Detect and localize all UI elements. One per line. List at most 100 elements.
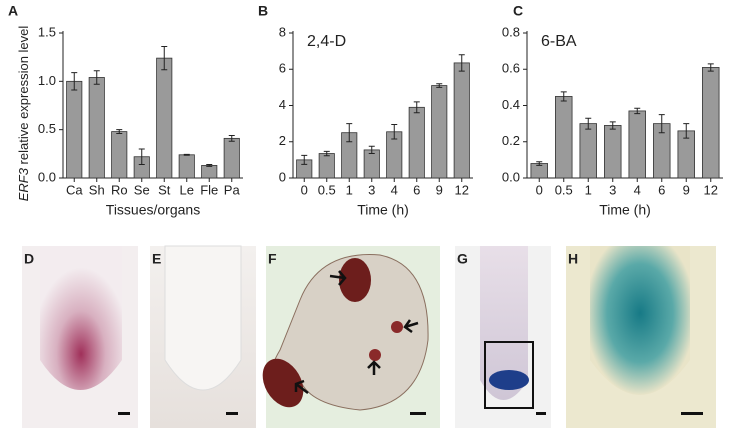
photo-e (150, 245, 256, 428)
y-axis-label-text: relative expression level (16, 26, 31, 168)
error-bar (658, 114, 665, 134)
bar (604, 125, 622, 179)
error-bar (585, 117, 592, 130)
error-bar (138, 148, 145, 165)
y-tick-label: 0.2 (502, 133, 520, 148)
error-bar (116, 129, 123, 135)
panel-label: A (8, 3, 18, 19)
x-tick-label: 0 (536, 182, 543, 197)
error-bar (161, 46, 168, 71)
error-bar (391, 124, 398, 140)
bar (579, 123, 597, 179)
chart-title: 2,4-D (307, 33, 346, 50)
x-tick-label: 6 (413, 182, 420, 197)
x-tick-label: 4 (634, 182, 641, 197)
x-tick-label: 0.5 (318, 182, 336, 197)
y-tick-label: 4 (279, 97, 286, 112)
panel-label: H (568, 251, 578, 267)
y-axis-label-gene: ERF3 (16, 167, 31, 201)
error-bar (683, 123, 690, 139)
error-bar (346, 123, 353, 143)
y-tick-label: 0.0 (38, 169, 56, 184)
photo-g (455, 246, 551, 428)
error-bar (560, 91, 567, 102)
bar (318, 153, 335, 179)
y-tick-label: 6 (279, 61, 286, 76)
error-bar (183, 153, 190, 156)
x-tick-label: Fle (200, 182, 218, 197)
error-bar (458, 54, 465, 72)
error-bar (93, 70, 100, 85)
y-tick-label: 0.4 (502, 97, 520, 112)
y-tick-label: 0.8 (502, 24, 520, 39)
bar (702, 67, 720, 179)
bar (628, 110, 646, 179)
error-bar (228, 134, 235, 142)
x-tick-label: 4 (391, 182, 398, 197)
y-tick-label: 2 (279, 133, 286, 148)
x-tick-label: 1 (346, 182, 353, 197)
x-axis-label: Time (h) (599, 202, 651, 218)
x-tick-label: Le (180, 182, 194, 197)
y-tick-label: 0.6 (502, 61, 520, 76)
y-axis-label: ERF3 relative expression level (16, 26, 31, 202)
error-bar (413, 101, 420, 114)
photo-h (566, 246, 716, 428)
error-bar (436, 83, 443, 88)
x-tick-label: 3 (609, 182, 616, 197)
panel-label: G (457, 251, 468, 267)
x-tick-label: 12 (704, 182, 718, 197)
error-bar (368, 145, 375, 155)
error-bar (707, 63, 714, 72)
x-tick-label: 12 (455, 182, 469, 197)
x-tick-label: Ca (66, 182, 83, 197)
x-tick-label: 0.5 (555, 182, 573, 197)
panel-label: D (24, 251, 34, 267)
error-bar (301, 154, 308, 165)
x-tick-label: 9 (436, 182, 443, 197)
y-tick-label: 1.0 (38, 73, 56, 88)
x-tick-label: Pa (224, 182, 241, 197)
x-tick-label: 6 (658, 182, 665, 197)
chart-title: 6-BA (541, 33, 577, 50)
bar (88, 77, 105, 179)
error-bar (71, 72, 78, 91)
bar (431, 85, 448, 179)
bar (223, 137, 240, 179)
x-tick-label: 0 (301, 182, 308, 197)
panel-label: E (152, 251, 161, 267)
photo-d (22, 246, 138, 428)
y-tick-label: 1.5 (38, 24, 56, 39)
x-tick-label: Sh (89, 182, 105, 197)
error-bar (609, 121, 616, 130)
x-axis-label: Time (h) (357, 202, 409, 218)
x-tick-label: Ro (111, 182, 128, 197)
y-tick-label: 0.5 (38, 121, 56, 136)
x-tick-label: Se (134, 182, 150, 197)
y-tick-label: 0 (279, 169, 286, 184)
panel-label: B (258, 3, 268, 19)
error-bar (634, 107, 641, 115)
bar (178, 154, 195, 179)
x-tick-label: St (158, 182, 171, 197)
bar (156, 57, 173, 179)
y-tick-label: 0.0 (502, 169, 520, 184)
bar (408, 106, 425, 179)
photo-f (262, 246, 440, 428)
bar (363, 149, 380, 179)
bar (201, 165, 218, 179)
error-bar (206, 163, 213, 167)
bar (66, 80, 83, 179)
x-tick-label: 1 (585, 182, 592, 197)
y-tick-label: 8 (279, 24, 286, 39)
x-axis-label: Tissues/organs (106, 202, 200, 218)
x-tick-label: 3 (368, 182, 375, 197)
panel-label: F (268, 251, 277, 267)
error-bar (323, 150, 330, 157)
bar (111, 131, 128, 179)
bar (555, 96, 573, 179)
panel-label: C (513, 3, 523, 19)
error-bar (536, 161, 543, 166)
x-tick-label: 9 (683, 182, 690, 197)
